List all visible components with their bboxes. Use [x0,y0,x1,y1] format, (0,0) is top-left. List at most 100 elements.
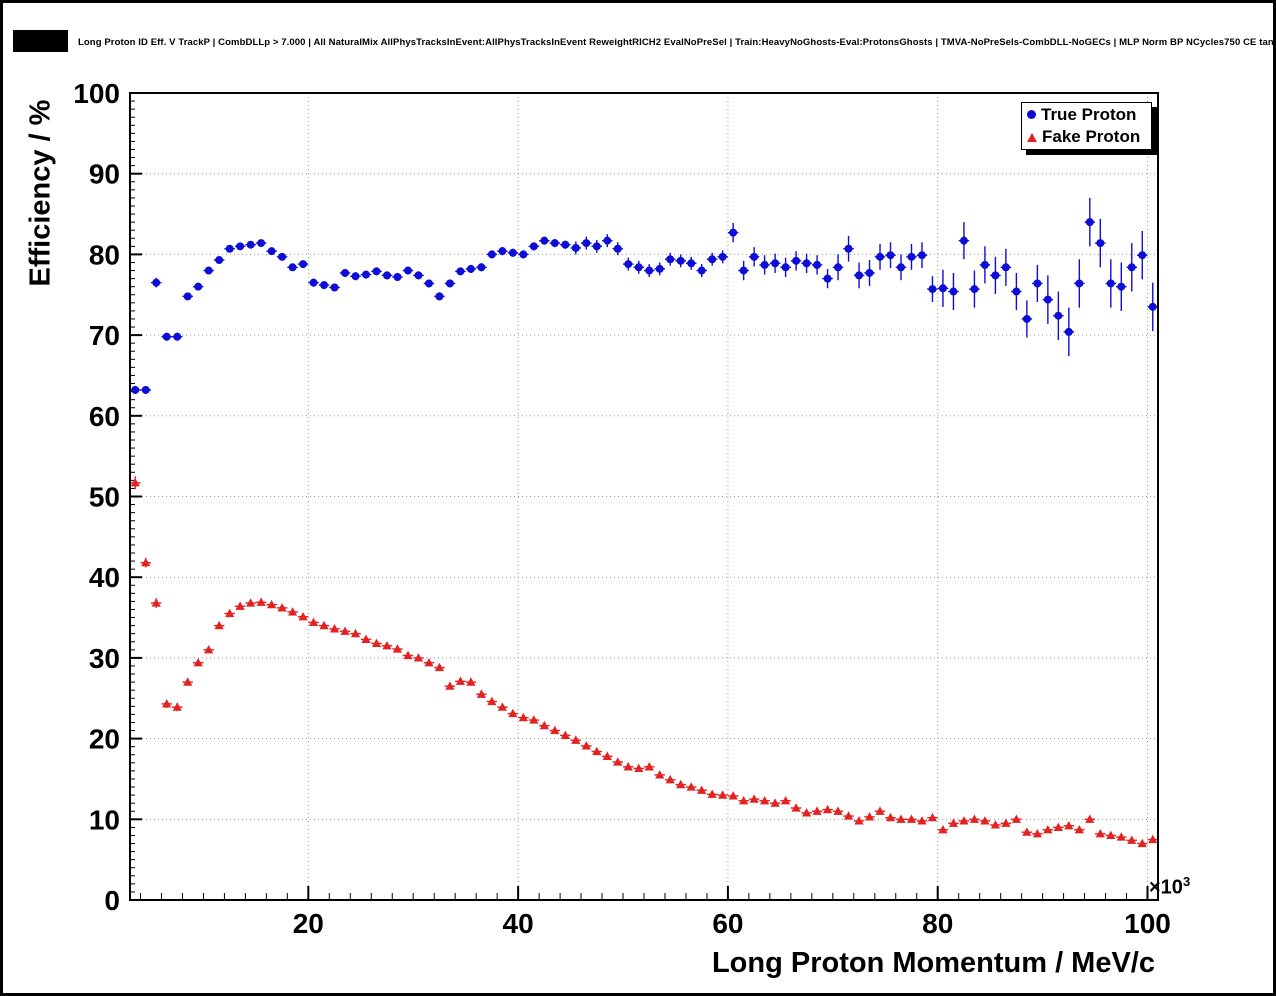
data-point [1106,830,1116,840]
data-point [917,816,927,825]
data-point [948,818,959,827]
data-point [477,263,486,272]
data-point [236,242,245,251]
data-point [299,260,308,269]
data-point [876,252,885,261]
data-point [739,795,749,805]
data-point [382,640,392,650]
data-point [1127,835,1137,844]
data-point [498,247,507,256]
data-point [864,812,875,821]
data-point [267,247,276,256]
data-point [308,617,319,626]
data-point [1075,279,1084,288]
data-point [225,608,235,618]
legend-entry-true-proton: True Proton [1022,104,1151,125]
data-point [141,557,151,567]
data-point [1137,838,1147,848]
data-point [152,278,161,287]
data-point [1095,829,1105,838]
data-point [666,255,675,264]
gridlines [130,92,1158,901]
data-point [1001,263,1010,272]
data-point [392,644,403,653]
data-point [602,751,612,760]
y-tick-label: 50 [89,482,120,513]
data-point [592,242,601,251]
data-point [613,244,622,253]
data-point [445,279,454,288]
data-point [1054,311,1063,320]
data-point [697,266,706,275]
fake-proton-triangle-icon [1027,132,1037,142]
data-point [403,650,413,660]
data-point [130,477,140,487]
data-point [183,292,192,301]
data-point [655,770,665,779]
data-point [906,814,917,823]
data-point [246,598,256,607]
data-point [928,285,937,294]
data-point [329,624,340,633]
data-point [1032,829,1042,838]
data-point [718,790,728,799]
data-point [634,263,643,272]
data-point [561,240,570,249]
data-point [687,259,696,268]
data-point [529,242,538,251]
x-tick-label: 40 [503,908,534,939]
data-point [833,806,843,815]
data-point [257,239,266,248]
data-point [582,239,591,248]
data-point [204,645,214,654]
data-point [1001,818,1011,827]
data-point [383,271,391,280]
data-point [1096,239,1105,248]
data-point [854,816,864,825]
tick-labels: 20 40 60 80 100 0 10 20 30 40 50 60 70 80 90 100 [73,78,1171,939]
data-point [980,816,990,825]
data-point [581,741,591,750]
data-point [802,259,811,268]
data-point [550,239,559,248]
plot-title: Long Proton ID Eff. V TrackP | CombDLLp … [78,37,1274,48]
data-point [938,284,947,293]
data-point [750,252,759,261]
data-point [414,271,423,280]
data-point [350,628,361,638]
data-point [855,271,864,280]
data-point [1074,824,1084,834]
data-point [613,757,623,766]
plot-area: 20 40 60 80 100 0 10 20 30 40 50 60 70 80 90 100 [73,78,1171,939]
data-point [959,816,969,825]
data-point [455,676,466,685]
data-point [173,332,182,341]
data-point [256,597,266,606]
data-point [560,730,570,739]
data-point [991,271,1000,280]
data-point [843,811,854,820]
data-point [1117,282,1126,291]
data-point [865,268,874,277]
data-point [215,256,224,265]
data-point [466,264,475,273]
data-point [497,702,507,711]
data-point [897,263,905,272]
data-point [624,260,633,269]
data-point [246,240,255,249]
legend: True Proton Fake Proton [1021,102,1152,150]
x-axis-title: Long Proton Momentum / MeV/c [711,947,1155,979]
data-point [162,699,172,708]
data-point [487,250,496,259]
data-point [729,228,738,237]
data-point [949,287,958,296]
x-axis-power-label: ×103 [1149,874,1190,900]
data-point [1085,218,1094,227]
data-point [1064,820,1074,830]
data-point [917,251,926,260]
data-point [319,620,329,630]
data-point [361,634,371,643]
data-point [1116,832,1126,841]
data-point [351,272,360,281]
